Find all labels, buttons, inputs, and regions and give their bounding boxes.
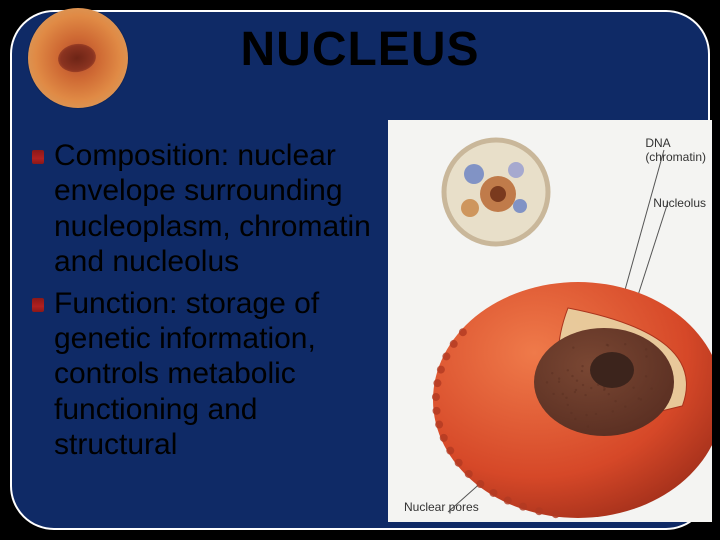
slide: NUCLEUS Composition: nuclear envelope su… [0,0,720,540]
page-title: NUCLEUS [0,22,720,77]
bullet-text: Composition: nuclear envelope surroundin… [54,138,388,280]
bullet-list: Composition: nuclear envelope surroundin… [32,138,388,540]
label-nuclear-pores: Nuclear pores [404,500,479,514]
label-nucleolus: Nucleolus [653,196,706,210]
nucleus-diagram: DNA (chromatin) Nucleolus Nuclear pores [388,120,712,522]
bullet-text: Function: storage of genetic information… [54,286,388,463]
list-item: Composition: nuclear envelope surroundin… [32,138,388,280]
list-item: Function: storage of genetic information… [32,286,388,463]
bullet-marker-icon [32,150,44,164]
label-dna: DNA (chromatin) [645,136,706,164]
nucleus-svg [388,120,712,522]
bullet-marker-icon [32,298,44,312]
